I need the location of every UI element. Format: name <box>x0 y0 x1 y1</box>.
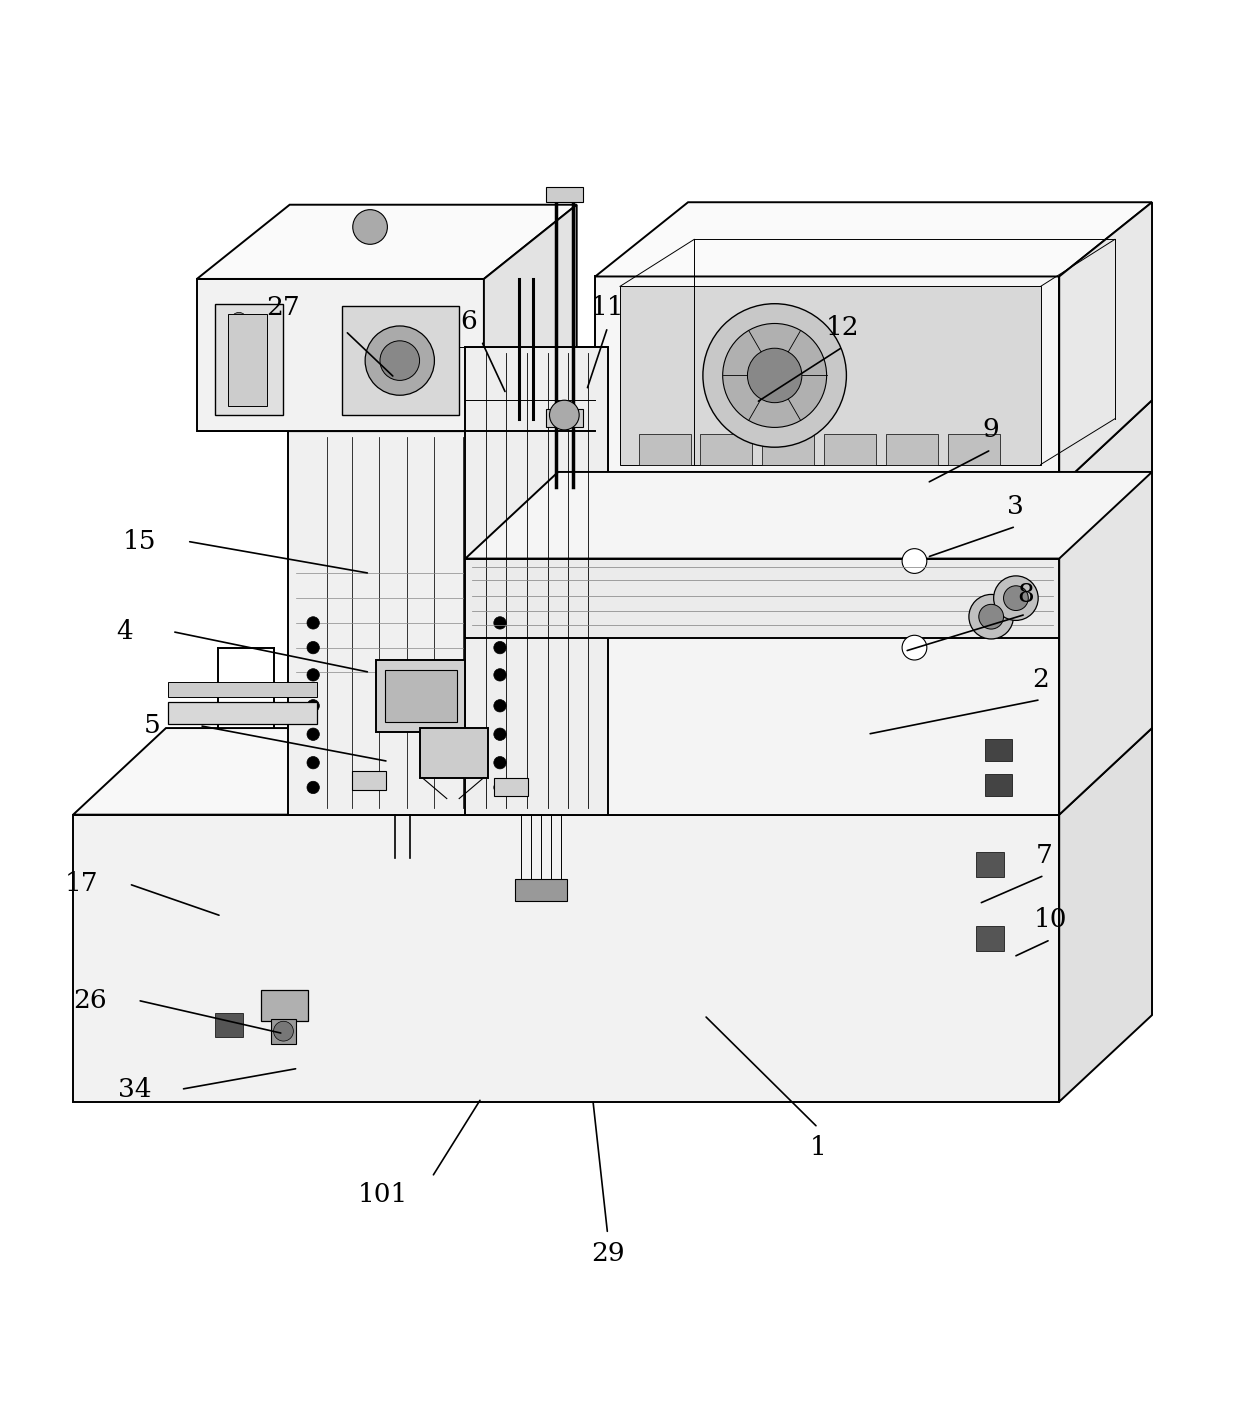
Polygon shape <box>1059 400 1152 815</box>
Circle shape <box>494 641 506 654</box>
Text: 34: 34 <box>118 1077 151 1101</box>
Bar <box>639 434 691 464</box>
Circle shape <box>308 668 320 681</box>
Circle shape <box>308 641 320 654</box>
Circle shape <box>274 1022 294 1042</box>
Polygon shape <box>465 559 1059 637</box>
Polygon shape <box>197 280 484 431</box>
Bar <box>887 434 937 464</box>
Circle shape <box>232 366 247 380</box>
Circle shape <box>968 595 1013 639</box>
Polygon shape <box>197 204 577 280</box>
Circle shape <box>365 326 434 396</box>
Circle shape <box>703 304 847 447</box>
Circle shape <box>352 210 387 244</box>
Circle shape <box>494 700 506 712</box>
Bar <box>947 434 999 464</box>
Circle shape <box>1003 586 1028 610</box>
Text: 2: 2 <box>1032 667 1049 692</box>
Bar <box>494 778 528 796</box>
Bar <box>701 434 753 464</box>
Text: 101: 101 <box>357 1182 408 1208</box>
Text: 1: 1 <box>810 1135 826 1159</box>
Bar <box>976 927 1003 951</box>
Polygon shape <box>484 204 577 431</box>
Circle shape <box>232 338 247 352</box>
Bar <box>169 683 317 697</box>
Polygon shape <box>620 287 1040 464</box>
Circle shape <box>494 668 506 681</box>
Circle shape <box>901 549 926 573</box>
Text: 11: 11 <box>591 295 625 319</box>
Bar <box>169 702 317 724</box>
Text: 10: 10 <box>1034 907 1068 932</box>
Text: 12: 12 <box>826 315 859 339</box>
Bar <box>272 1019 296 1043</box>
Circle shape <box>748 348 802 403</box>
Circle shape <box>549 400 579 430</box>
Circle shape <box>232 312 247 328</box>
Circle shape <box>308 782 320 793</box>
Polygon shape <box>1059 203 1152 487</box>
Polygon shape <box>465 473 1152 559</box>
Text: 7: 7 <box>1035 843 1053 868</box>
Text: 6: 6 <box>461 308 477 333</box>
Polygon shape <box>515 348 608 815</box>
Polygon shape <box>515 400 1152 487</box>
Polygon shape <box>515 487 1059 815</box>
Bar <box>546 409 583 427</box>
Text: 9: 9 <box>983 417 999 443</box>
Polygon shape <box>1059 728 1152 1101</box>
Polygon shape <box>465 348 608 815</box>
Circle shape <box>723 324 827 427</box>
Bar <box>515 878 567 901</box>
Bar <box>216 1013 243 1037</box>
Bar <box>546 187 583 203</box>
Bar <box>976 851 1003 877</box>
Text: 27: 27 <box>267 295 300 319</box>
Circle shape <box>494 728 506 741</box>
Circle shape <box>308 756 320 769</box>
Text: 15: 15 <box>123 529 156 553</box>
Bar <box>384 670 456 722</box>
Bar <box>419 728 487 778</box>
Circle shape <box>232 390 247 406</box>
Bar <box>262 990 309 1022</box>
Polygon shape <box>595 277 1059 487</box>
Text: 5: 5 <box>144 714 161 738</box>
Bar <box>985 739 1012 762</box>
Circle shape <box>494 756 506 769</box>
Text: 4: 4 <box>117 619 134 644</box>
Text: 17: 17 <box>64 871 99 897</box>
Polygon shape <box>289 431 515 815</box>
Circle shape <box>379 341 419 380</box>
Bar <box>376 660 465 732</box>
Circle shape <box>308 617 320 629</box>
Text: 8: 8 <box>1018 582 1034 607</box>
Bar <box>763 434 815 464</box>
Polygon shape <box>73 728 1152 815</box>
Bar <box>985 773 1012 796</box>
Circle shape <box>993 576 1038 620</box>
Bar <box>228 314 268 406</box>
Circle shape <box>494 782 506 793</box>
Text: 26: 26 <box>73 988 108 1013</box>
Bar <box>216 304 284 414</box>
Bar <box>825 434 877 464</box>
Polygon shape <box>289 348 608 431</box>
Circle shape <box>308 700 320 712</box>
Circle shape <box>978 604 1003 629</box>
Bar <box>342 307 459 414</box>
Text: 3: 3 <box>1007 494 1024 519</box>
Polygon shape <box>595 203 1152 277</box>
Circle shape <box>494 617 506 629</box>
Circle shape <box>901 636 926 660</box>
Bar <box>351 772 386 790</box>
Circle shape <box>308 728 320 741</box>
Text: 29: 29 <box>590 1242 625 1266</box>
Polygon shape <box>73 815 1059 1101</box>
